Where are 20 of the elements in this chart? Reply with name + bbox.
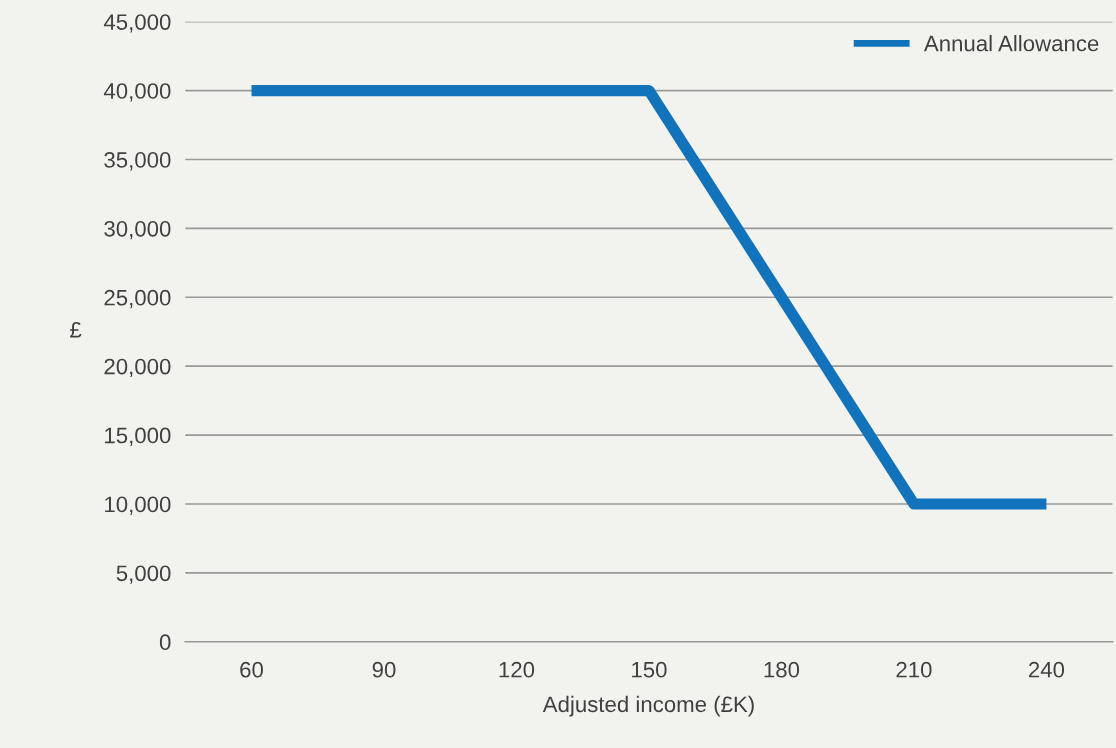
y-tick-label: 30,000 <box>104 220 171 240</box>
y-tick-label: 10,000 <box>105 496 171 515</box>
y-tick-label: 15,000 <box>105 427 171 446</box>
x-tick-label: 180 <box>764 661 800 678</box>
x-tick-label: 90 <box>372 661 396 678</box>
y-tick-label: 45,000 <box>103 14 171 33</box>
y-tick-label: 0 <box>159 634 171 651</box>
y-tick-label: 35,000 <box>104 152 171 171</box>
y-axis-title: £ <box>70 321 82 338</box>
y-tick-label: 25,000 <box>104 289 171 309</box>
x-tick-label: 120 <box>499 661 535 678</box>
y-tick-label: 20,000 <box>104 358 171 378</box>
x-tick-label: 210 <box>896 661 932 678</box>
legend-label: Annual Allowance <box>923 35 1099 52</box>
x-tick-label: 240 <box>1028 661 1065 678</box>
x-tick-label: 60 <box>240 661 263 678</box>
x-tick-label: 150 <box>632 661 667 678</box>
y-tick-label: 40,000 <box>103 83 171 102</box>
y-tick-label: 5,000 <box>116 565 171 584</box>
x-axis-title: Adjusted income (£K) <box>542 695 754 717</box>
